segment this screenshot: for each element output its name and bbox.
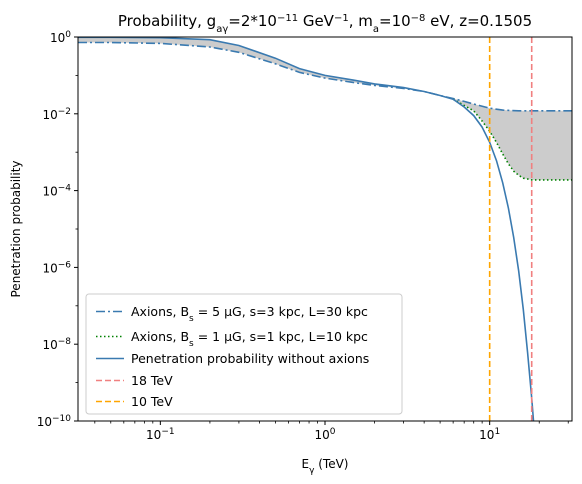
x-tick-label: 10−1: [146, 427, 175, 442]
legend-label-axions-5uG: Axions, Bs = 5 μG, s=3 kpc, L=30 kpc: [131, 304, 368, 324]
y-tick-label: 10−4: [42, 184, 71, 199]
y-axis-label: Penetration probability: [9, 161, 23, 298]
title-part: −11: [277, 13, 298, 24]
legend-label-part: Axions, B: [131, 304, 189, 319]
chart-title: Probability, gaγ=2*10−11 GeV−1, ma=10−8 …: [118, 12, 532, 35]
x-tick-label-base: 10: [314, 428, 329, 442]
y-tick-label-exponent: −6: [58, 260, 72, 270]
legend-label-18tev: 18 TeV: [131, 373, 173, 388]
legend-label-10tev: 10 TeV: [131, 394, 173, 409]
y-tick-label-base: 10: [42, 185, 57, 199]
x-tick-label-exponent: −1: [161, 427, 174, 437]
x-axis-label: Eγ (TeV): [302, 457, 349, 476]
title-part: a: [373, 24, 379, 35]
y-tick-label-exponent: −10: [52, 414, 71, 424]
y-tick-label-base: 10: [50, 31, 65, 45]
y-tick-label-base: 10: [42, 108, 57, 122]
y-tick-label: 10−10: [37, 414, 72, 429]
x-tick-label-exponent: 0: [330, 427, 336, 437]
y-tick-label: 10−6: [42, 260, 71, 275]
x-tick-label: 101: [479, 427, 500, 442]
y-tick-label-base: 10: [42, 338, 57, 352]
legend-label-axions-1uG: Axions, Bs = 1 μG, s=1 kpc, L=10 kpc: [131, 329, 368, 349]
legend-label-no-axions: Penetration probability without axions: [131, 351, 369, 366]
shaded-band: [78, 37, 572, 180]
xlabel-part: E: [302, 457, 310, 471]
x-tick-label: 100: [314, 427, 335, 442]
legend-label-part: = 5 μG, s=3 kpc, L=30 kpc: [194, 304, 368, 319]
title-part: eV, z=0.1505: [425, 12, 532, 30]
legend-label-part: s: [189, 339, 194, 349]
legend: Axions, Bs = 5 μG, s=3 kpc, L=30 kpc Axi…: [85, 293, 403, 415]
legend-label-part: Axions, B: [131, 329, 189, 344]
title-part: aγ: [216, 24, 228, 35]
legend-label-part: s: [189, 314, 194, 324]
xlabel-part: (TeV): [314, 457, 348, 471]
y-tick-label: 10−2: [42, 107, 71, 122]
y-tick-label: 100: [50, 30, 71, 45]
series-layer: [78, 37, 572, 421]
y-tick-label-exponent: −2: [58, 107, 71, 117]
y-tick-label-base: 10: [42, 261, 57, 275]
xlabel-part: γ: [309, 466, 315, 476]
shaded-band-layer: [78, 37, 572, 180]
y-tick-label: 10−8: [42, 337, 71, 352]
title-part: −1: [334, 13, 349, 24]
title-part: =2*10: [228, 12, 277, 30]
y-tick-label-base: 10: [37, 415, 52, 429]
title-part: Probability, g: [118, 12, 216, 30]
title-part: , m: [349, 12, 373, 30]
title-part: =10: [379, 12, 411, 30]
x-tick-label-base: 10: [479, 428, 494, 442]
y-tick-label-exponent: −4: [58, 184, 72, 194]
y-tick-label-exponent: −8: [58, 337, 72, 347]
title-part: GeV: [298, 12, 335, 30]
legend-label-part: = 1 μG, s=1 kpc, L=10 kpc: [194, 329, 368, 344]
x-tick-label-exponent: 1: [494, 427, 500, 437]
y-tick-label-exponent: 0: [65, 30, 71, 40]
title-part: −8: [411, 13, 426, 24]
series-line-penetration-probability-without-axions: [78, 37, 535, 421]
legend-box: [85, 293, 403, 415]
x-tick-label-base: 10: [146, 428, 161, 442]
